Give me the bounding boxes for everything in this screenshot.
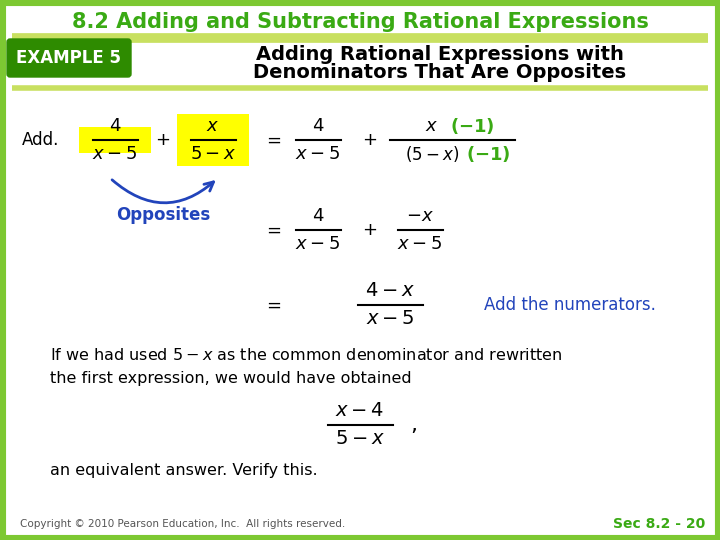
- Text: $4-x$: $4-x$: [365, 281, 415, 300]
- Text: $4$: $4$: [312, 207, 324, 225]
- Text: the first expression, we would have obtained: the first expression, we would have obta…: [50, 370, 412, 386]
- Text: $,$: $,$: [410, 415, 417, 435]
- Text: 8.2 Adding and Subtracting Rational Expressions: 8.2 Adding and Subtracting Rational Expr…: [71, 12, 649, 32]
- Text: $5-x$: $5-x$: [190, 145, 236, 163]
- Text: $-x$: $-x$: [406, 207, 434, 225]
- Text: Denominators That Are Opposites: Denominators That Are Opposites: [253, 64, 626, 83]
- Text: $5-x$: $5-x$: [335, 429, 385, 449]
- Text: Add the numerators.: Add the numerators.: [484, 296, 656, 314]
- Text: $=$: $=$: [263, 131, 282, 149]
- Text: Add.: Add.: [22, 131, 59, 149]
- Text: $\mathbf{(-1)}$: $\mathbf{(-1)}$: [466, 144, 510, 164]
- Text: $+$: $+$: [362, 131, 377, 149]
- Text: Copyright © 2010 Pearson Education, Inc.  All rights reserved.: Copyright © 2010 Pearson Education, Inc.…: [20, 519, 346, 529]
- Text: $x-5$: $x-5$: [397, 235, 443, 253]
- Text: an equivalent answer. Verify this.: an equivalent answer. Verify this.: [50, 462, 318, 477]
- Text: $x-5$: $x-5$: [295, 235, 341, 253]
- Text: $4$: $4$: [109, 117, 121, 135]
- Text: $x$: $x$: [426, 117, 438, 135]
- Text: Sec 8.2 - 20: Sec 8.2 - 20: [613, 517, 705, 531]
- Bar: [177, 114, 249, 166]
- Text: Opposites: Opposites: [116, 206, 210, 224]
- Text: $x-4$: $x-4$: [336, 402, 384, 421]
- Text: $x-5$: $x-5$: [366, 309, 415, 328]
- Text: $+$: $+$: [362, 221, 377, 239]
- Text: If we had used $5-x$ as the common denominator and rewritten: If we had used $5-x$ as the common denom…: [50, 347, 562, 363]
- FancyArrowPatch shape: [112, 180, 214, 203]
- Text: Adding Rational Expressions with: Adding Rational Expressions with: [256, 45, 624, 64]
- Text: $x-5$: $x-5$: [295, 145, 341, 163]
- FancyBboxPatch shape: [7, 39, 131, 77]
- Text: $4$: $4$: [312, 117, 324, 135]
- Text: $x-5$: $x-5$: [92, 145, 138, 163]
- Text: $x$: $x$: [207, 117, 220, 135]
- Text: $+$: $+$: [156, 131, 171, 149]
- Text: $\mathbf{(-1)}$: $\mathbf{(-1)}$: [450, 116, 495, 136]
- Text: $=$: $=$: [263, 296, 282, 314]
- Text: $(5-x)$: $(5-x)$: [405, 144, 459, 164]
- Bar: [79, 127, 151, 153]
- Text: EXAMPLE 5: EXAMPLE 5: [17, 49, 122, 67]
- Text: $=$: $=$: [263, 221, 282, 239]
